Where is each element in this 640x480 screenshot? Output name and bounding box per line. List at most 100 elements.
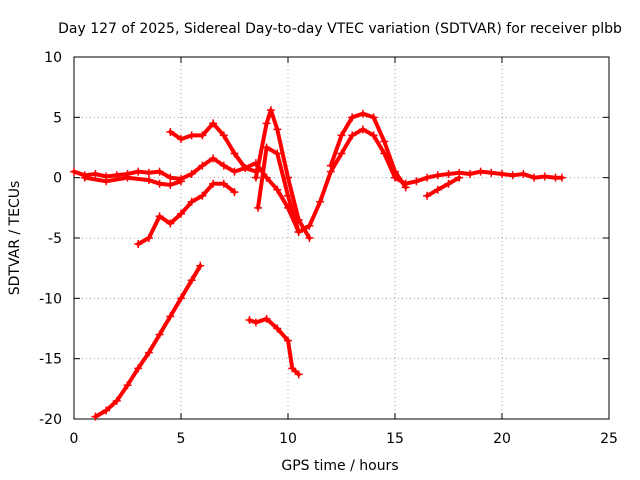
- series-arc-b: [80, 173, 185, 189]
- data-point: [166, 219, 175, 228]
- data-point: [144, 168, 153, 177]
- data-point: [433, 171, 442, 180]
- data-point: [476, 167, 485, 176]
- data-point: [155, 212, 164, 221]
- data-point: [70, 167, 78, 176]
- data-point: [187, 276, 196, 285]
- data-point: [251, 318, 260, 327]
- data-point: [273, 185, 282, 194]
- data-point: [219, 131, 228, 140]
- x-tick-label: 15: [386, 431, 404, 447]
- data-point: [288, 364, 297, 373]
- data-point: [230, 167, 239, 176]
- data-point: [465, 170, 474, 179]
- data-point: [230, 188, 239, 197]
- data-point: [134, 167, 143, 176]
- data-point: [177, 294, 185, 303]
- data-point: [284, 191, 292, 200]
- data-point: [91, 412, 100, 421]
- data-point: [144, 234, 153, 242]
- data-series: [70, 106, 566, 421]
- x-tick-label: 25: [600, 431, 618, 447]
- chart-title: Day 127 of 2025, Sidereal Day-to-day VTE…: [58, 21, 622, 37]
- series-line: [82, 175, 183, 187]
- data-point: [433, 185, 442, 194]
- y-tick-label: -15: [39, 352, 62, 368]
- data-point: [112, 396, 121, 405]
- y-tick-label: -10: [39, 291, 62, 307]
- data-point: [155, 179, 164, 188]
- data-point: [348, 113, 357, 122]
- data-point: [166, 127, 175, 136]
- data-point: [91, 170, 100, 179]
- series-line: [328, 111, 408, 190]
- y-tick-label: 10: [44, 50, 62, 66]
- data-point: [198, 161, 207, 170]
- y-tick-label: -5: [48, 231, 62, 247]
- series-arc-d: [134, 179, 239, 249]
- data-point: [337, 131, 346, 140]
- data-point: [305, 221, 314, 230]
- data-point: [166, 180, 175, 189]
- y-tick-label: 0: [53, 171, 62, 187]
- data-point: [198, 191, 207, 200]
- data-point: [305, 234, 314, 242]
- y-tick-label: 5: [53, 110, 62, 126]
- data-point: [123, 381, 132, 390]
- data-point: [273, 324, 282, 333]
- series-line: [425, 175, 462, 198]
- data-point: [284, 336, 292, 345]
- series-arc-f: [254, 143, 303, 236]
- series-line: [247, 316, 301, 377]
- data-point: [230, 149, 239, 158]
- data-point: [102, 177, 111, 186]
- data-point: [391, 167, 399, 176]
- data-point: [369, 113, 378, 122]
- data-point: [412, 177, 421, 186]
- data-point: [134, 240, 143, 249]
- data-point: [198, 131, 207, 140]
- data-point: [423, 191, 432, 200]
- data-point: [487, 168, 496, 177]
- data-point: [196, 261, 205, 270]
- data-point: [219, 161, 228, 170]
- data-point: [557, 173, 566, 182]
- data-point: [245, 316, 254, 325]
- data-point: [177, 177, 185, 186]
- data-point: [358, 109, 367, 118]
- data-point: [177, 135, 185, 144]
- grid-lines: [74, 57, 609, 419]
- series-main: [70, 125, 566, 236]
- data-point: [401, 183, 410, 192]
- data-point: [144, 176, 153, 185]
- data-point: [187, 131, 196, 140]
- data-point: [508, 171, 517, 180]
- data-point: [316, 197, 325, 206]
- data-point: [262, 314, 271, 323]
- data-point: [444, 179, 453, 188]
- data-point: [326, 161, 335, 170]
- data-point: [166, 312, 175, 321]
- x-tick-label: 20: [493, 431, 511, 447]
- data-point: [123, 173, 132, 182]
- data-point: [273, 149, 282, 158]
- data-point: [187, 197, 196, 206]
- data-point: [155, 167, 164, 176]
- data-point: [337, 149, 346, 158]
- data-point: [209, 119, 218, 128]
- data-point: [209, 154, 218, 163]
- series-arc-h: [423, 173, 464, 200]
- x-tick-label: 0: [70, 431, 79, 447]
- data-point: [369, 131, 378, 140]
- data-point: [166, 173, 175, 182]
- data-point: [187, 170, 196, 179]
- data-point: [262, 143, 271, 152]
- data-point: [266, 106, 275, 115]
- data-point: [273, 125, 282, 134]
- series-arc-i: [91, 261, 205, 421]
- x-axis-label: GPS time / hours: [281, 458, 398, 474]
- data-point: [80, 173, 89, 182]
- data-point: [444, 170, 453, 179]
- data-point: [219, 179, 228, 188]
